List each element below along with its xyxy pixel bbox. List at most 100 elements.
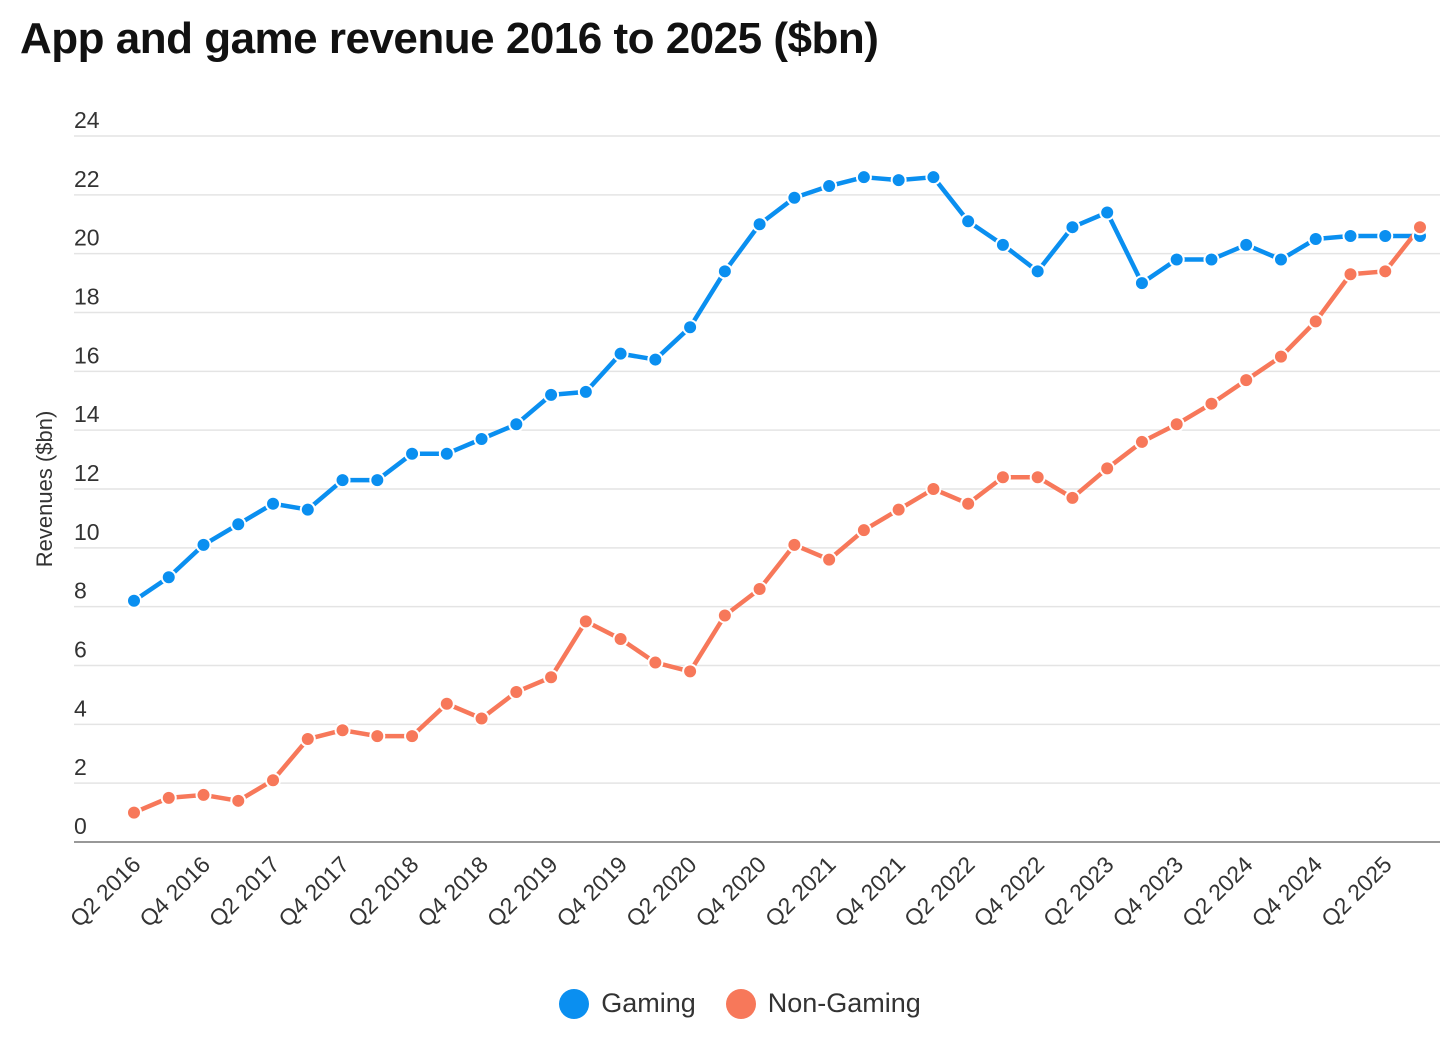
data-point-non-gaming[interactable]	[265, 772, 282, 789]
data-point-gaming[interactable]	[265, 495, 282, 512]
data-point-gaming[interactable]	[1064, 219, 1081, 236]
legend-label-non-gaming: Non-Gaming	[767, 988, 921, 1018]
x-tick-label: Q2 2020	[621, 851, 702, 932]
legend-swatch-non-gaming	[725, 988, 756, 1019]
data-point-non-gaming[interactable]	[1377, 263, 1394, 280]
x-tick-label: Q2 2016	[65, 851, 146, 932]
data-point-non-gaming[interactable]	[890, 501, 907, 518]
data-point-gaming[interactable]	[334, 472, 351, 489]
data-point-gaming[interactable]	[994, 236, 1011, 253]
data-point-gaming[interactable]	[960, 213, 977, 230]
legend-item-gaming[interactable]: Gaming	[559, 988, 696, 1019]
data-point-non-gaming[interactable]	[925, 481, 942, 497]
data-point-gaming[interactable]	[821, 178, 838, 195]
data-point-gaming[interactable]	[855, 169, 872, 186]
x-tick-label: Q4 2020	[690, 851, 771, 932]
data-point-non-gaming[interactable]	[682, 663, 699, 680]
data-point-non-gaming[interactable]	[577, 613, 594, 630]
data-point-non-gaming[interactable]	[160, 789, 177, 806]
data-point-non-gaming[interactable]	[1099, 460, 1116, 477]
y-tick-label: 14	[74, 401, 100, 427]
data-point-non-gaming[interactable]	[404, 728, 421, 745]
data-point-gaming[interactable]	[716, 263, 733, 280]
data-point-gaming[interactable]	[160, 569, 177, 586]
data-point-gaming[interactable]	[1029, 263, 1046, 280]
y-tick-label: 6	[74, 637, 87, 663]
data-point-gaming[interactable]	[195, 536, 212, 553]
data-point-non-gaming[interactable]	[369, 728, 386, 745]
data-point-non-gaming[interactable]	[821, 551, 838, 568]
chart-title: App and game revenue 2016 to 2025 ($bn)	[20, 14, 879, 63]
data-point-non-gaming[interactable]	[647, 654, 664, 671]
data-point-gaming[interactable]	[508, 416, 525, 433]
data-point-gaming[interactable]	[751, 216, 768, 233]
data-point-gaming[interactable]	[1342, 228, 1359, 245]
data-point-non-gaming[interactable]	[855, 522, 872, 539]
legend: Gaming Non-Gaming	[0, 988, 1452, 1019]
data-point-gaming[interactable]	[369, 472, 386, 489]
data-point-gaming[interactable]	[1307, 230, 1324, 247]
data-point-gaming[interactable]	[1238, 236, 1255, 253]
data-point-non-gaming[interactable]	[994, 469, 1011, 486]
data-point-gaming[interactable]	[1272, 251, 1289, 268]
data-point-non-gaming[interactable]	[543, 669, 560, 686]
data-point-gaming[interactable]	[438, 445, 455, 462]
y-tick-label: 16	[74, 342, 100, 368]
data-point-non-gaming[interactable]	[334, 722, 351, 739]
data-point-non-gaming[interactable]	[716, 607, 733, 624]
y-tick-label: 0	[74, 813, 87, 839]
data-point-gaming[interactable]	[1099, 204, 1116, 221]
data-point-gaming[interactable]	[1203, 251, 1220, 268]
data-point-gaming[interactable]	[647, 351, 664, 368]
x-tick-label: Q4 2017	[273, 851, 354, 932]
data-point-gaming[interactable]	[612, 345, 629, 362]
y-tick-label: 4	[74, 695, 87, 721]
data-point-non-gaming[interactable]	[1412, 219, 1428, 236]
data-point-non-gaming[interactable]	[473, 710, 490, 727]
x-tick-label: Q4 2021	[829, 851, 910, 932]
data-point-non-gaming[interactable]	[1342, 266, 1359, 283]
y-tick-label: 12	[74, 460, 100, 486]
x-tick-label: Q4 2016	[134, 851, 215, 932]
data-point-gaming[interactable]	[1133, 275, 1150, 292]
data-point-non-gaming[interactable]	[438, 695, 455, 712]
data-point-non-gaming[interactable]	[786, 536, 803, 553]
data-point-non-gaming[interactable]	[230, 792, 247, 809]
data-point-gaming[interactable]	[299, 501, 316, 518]
y-tick-label: 10	[74, 519, 100, 545]
data-point-non-gaming[interactable]	[1133, 433, 1150, 450]
data-point-non-gaming[interactable]	[612, 631, 629, 648]
data-point-non-gaming[interactable]	[751, 581, 768, 598]
data-point-gaming[interactable]	[404, 445, 421, 462]
data-point-non-gaming[interactable]	[1238, 372, 1255, 389]
data-point-non-gaming[interactable]	[1203, 395, 1220, 412]
data-point-non-gaming[interactable]	[960, 495, 977, 512]
data-point-non-gaming[interactable]	[1307, 313, 1324, 330]
y-tick-label: 8	[74, 578, 87, 604]
data-point-gaming[interactable]	[786, 189, 803, 206]
data-point-gaming[interactable]	[1168, 251, 1185, 268]
x-tick-label: Q4 2022	[968, 851, 1049, 932]
data-point-non-gaming[interactable]	[1272, 348, 1289, 365]
data-point-gaming[interactable]	[682, 319, 699, 336]
data-point-non-gaming[interactable]	[195, 786, 212, 803]
x-tick-label: Q4 2019	[551, 851, 632, 932]
data-point-non-gaming[interactable]	[1064, 489, 1081, 506]
data-point-non-gaming[interactable]	[126, 804, 142, 821]
data-point-non-gaming[interactable]	[508, 683, 525, 700]
data-point-gaming[interactable]	[230, 516, 247, 533]
data-point-gaming[interactable]	[925, 169, 942, 186]
data-point-gaming[interactable]	[473, 430, 490, 447]
series-lines	[131, 174, 1423, 815]
data-point-non-gaming[interactable]	[1168, 416, 1185, 433]
data-point-non-gaming[interactable]	[1029, 469, 1046, 486]
data-point-gaming[interactable]	[577, 383, 594, 400]
data-point-gaming[interactable]	[126, 592, 142, 609]
data-point-gaming[interactable]	[1377, 228, 1394, 245]
x-tick-label: Q2 2017	[204, 851, 285, 932]
legend-item-non-gaming[interactable]: Non-Gaming	[725, 988, 921, 1019]
data-point-non-gaming[interactable]	[299, 731, 316, 748]
y-tick-label: 20	[74, 225, 100, 251]
data-point-gaming[interactable]	[890, 172, 907, 189]
data-point-gaming[interactable]	[543, 386, 560, 403]
